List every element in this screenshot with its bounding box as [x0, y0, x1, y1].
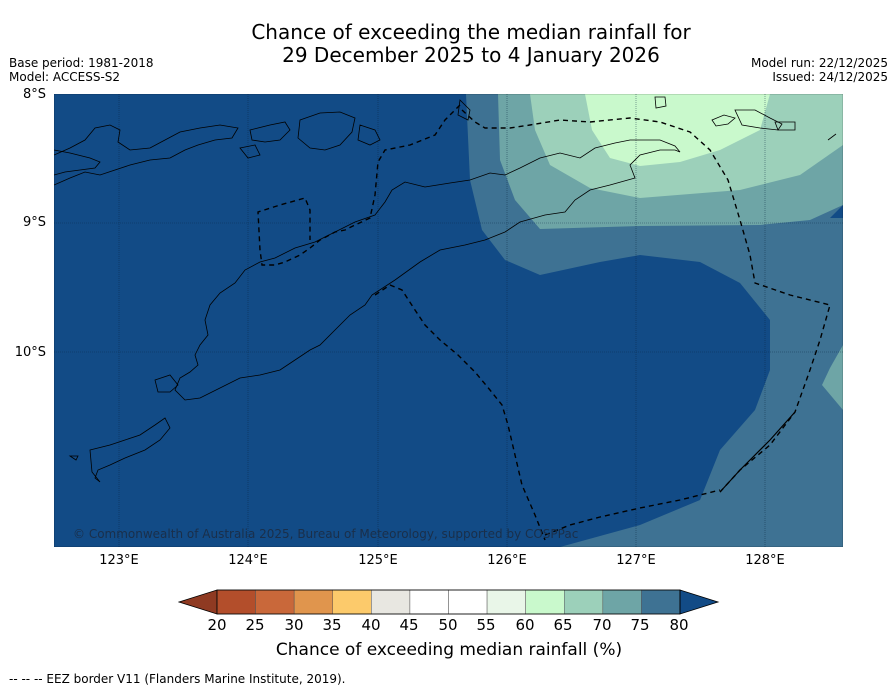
map-title-line2: 29 December 2025 to 4 January 2026 — [282, 43, 660, 67]
colorbar-tick: 35 — [322, 616, 342, 634]
lon-label-128e: 128°E — [745, 553, 785, 568]
colorbar-under-arrow — [178, 589, 218, 615]
base-period: Base period: 1981-2018 — [9, 56, 154, 70]
eez-footnote: -- -- -- EEZ border V11 (Flanders Marine… — [9, 672, 346, 686]
colorbar-cell — [293, 589, 333, 615]
colorbar — [178, 589, 720, 615]
colorbar-over-arrow — [679, 589, 720, 615]
colorbar-cell — [564, 589, 604, 615]
colorbar-tick: 60 — [515, 616, 535, 634]
border-solid-segment — [719, 411, 796, 493]
lat-label-8s: 8°S — [22, 87, 46, 102]
colorbar-cell — [641, 589, 681, 615]
lon-label-125e: 125°E — [358, 553, 398, 568]
colorbar-tick: 75 — [630, 616, 650, 634]
colorbar-label: Chance of exceeding median rainfall (%) — [275, 640, 623, 660]
region-above-80-east — [830, 205, 843, 218]
colorbar-tick: 55 — [476, 616, 496, 634]
colorbar-cell — [255, 589, 295, 615]
map-title-line1: Chance of exceeding the median rainfall … — [251, 20, 691, 44]
colorbar-tick: 70 — [592, 616, 612, 634]
colorbar-tick: 45 — [399, 616, 419, 634]
colorbar-tick: 65 — [553, 616, 573, 634]
model-run: Model run: 22/12/2025 — [750, 56, 888, 70]
colorbar-tick: 25 — [245, 616, 265, 634]
graticule — [54, 94, 843, 547]
issued-date: Issued: 24/12/2025 — [772, 70, 888, 84]
lon-label-126e: 126°E — [487, 553, 527, 568]
rainfall-map — [54, 94, 843, 547]
colorbar-cell — [602, 589, 642, 615]
lon-label-127e: 127°E — [616, 553, 656, 568]
lat-label-10s: 10°S — [14, 345, 46, 360]
colorbar-cell — [486, 589, 526, 615]
colorbar-cell — [371, 589, 411, 615]
copyright-notice: © Commonwealth of Australia 2025, Bureau… — [73, 527, 579, 541]
coastlines — [54, 96, 837, 516]
colorbar-tick: 20 — [207, 616, 227, 634]
eez-borders — [257, 104, 831, 541]
region-70-75-southeast — [822, 345, 843, 410]
colorbar-tick: 30 — [284, 616, 304, 634]
colorbar-tick: 40 — [361, 616, 381, 634]
colorbar-tick: 80 — [669, 616, 689, 634]
region-above-80 — [54, 94, 770, 547]
model-name: Model: ACCESS-S2 — [9, 70, 121, 84]
colorbar-cell — [448, 589, 488, 615]
lon-label-123e: 123°E — [99, 553, 139, 568]
colorbar-cell — [332, 589, 372, 615]
lon-label-124e: 124°E — [228, 553, 268, 568]
colorbar-tick: 50 — [438, 616, 458, 634]
region-60-65 — [585, 94, 770, 166]
colorbar-cell — [525, 589, 565, 615]
colorbar-cell — [409, 589, 449, 615]
lat-label-9s: 9°S — [22, 215, 46, 230]
colorbar-cell — [216, 589, 256, 615]
